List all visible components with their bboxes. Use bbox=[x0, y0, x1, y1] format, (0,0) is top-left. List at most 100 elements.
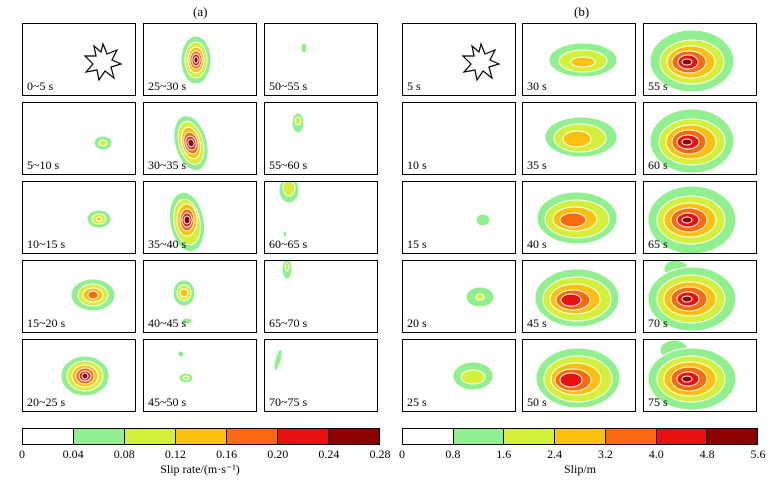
panel-b-8: 45 s bbox=[522, 260, 636, 333]
panel-b-11: 60 s bbox=[643, 102, 757, 175]
slip-contour bbox=[534, 268, 620, 328]
panel-b-0: 5 s bbox=[402, 23, 516, 96]
colorbar-b bbox=[402, 428, 758, 445]
colorbar-segment bbox=[329, 429, 379, 444]
panel-time-label: 35 s bbox=[527, 158, 547, 172]
panel-a-0: 0~5 s bbox=[22, 23, 136, 96]
panel-b-5: 30 s bbox=[522, 23, 636, 96]
slip-contour bbox=[544, 116, 618, 158]
slip-contour bbox=[649, 108, 735, 174]
panel-b-3: 20 s bbox=[402, 260, 516, 333]
slip-contour bbox=[291, 112, 305, 134]
panel-a-14: 70~75 s bbox=[264, 339, 378, 412]
colorbar-b-title: Slip/m bbox=[563, 462, 597, 476]
panel-time-label: 75 s bbox=[648, 395, 668, 409]
panel-time-label: 5~10 s bbox=[27, 158, 60, 172]
colorbar-tick-label: 1.6 bbox=[496, 447, 512, 461]
panel-time-label: 50 s bbox=[527, 395, 547, 409]
panel-time-label: 45 s bbox=[527, 316, 547, 330]
panel-a-10: 50~55 s bbox=[264, 23, 378, 96]
colorbar-tick-label: 5.6 bbox=[750, 447, 766, 461]
epicenter-star-icon bbox=[461, 42, 501, 82]
colorbar-tick-label: 3.2 bbox=[597, 447, 613, 461]
panel-a-9: 45~50 s bbox=[143, 339, 257, 412]
panel-a-13: 65~70 s bbox=[264, 260, 378, 333]
panel-time-label: 20~25 s bbox=[27, 395, 66, 409]
slip-contour bbox=[93, 135, 113, 151]
panel-a-8: 40~45 s bbox=[143, 260, 257, 333]
colorbar-segment bbox=[125, 429, 176, 444]
panel-time-label: 20 s bbox=[407, 316, 427, 330]
slip-contour bbox=[647, 340, 737, 411]
slip-contour bbox=[278, 182, 300, 238]
panel-time-label: 5 s bbox=[407, 79, 421, 93]
colorbar-segment bbox=[176, 429, 227, 444]
colorbar-tick-label: 0.12 bbox=[164, 447, 186, 461]
panel-time-label: 55 s bbox=[648, 79, 668, 93]
slip-contour bbox=[300, 42, 308, 54]
panel-time-label: 10 s bbox=[407, 158, 427, 172]
panel-time-label: 15~20 s bbox=[27, 316, 66, 330]
panel-time-label: 45~50 s bbox=[148, 395, 187, 409]
slip-contour bbox=[173, 115, 209, 171]
panel-a-1: 5~10 s bbox=[22, 102, 136, 175]
panel-a-6: 30~35 s bbox=[143, 102, 257, 175]
panel-b-7: 40 s bbox=[522, 181, 636, 254]
colorbar-tick-label: 0.16 bbox=[216, 447, 238, 461]
panel-time-label: 70~75 s bbox=[269, 395, 308, 409]
slip-contour bbox=[86, 209, 112, 229]
colorbar-tick-label: 0 bbox=[399, 447, 405, 461]
panel-time-label: 40~45 s bbox=[148, 316, 187, 330]
panel-b-12: 65 s bbox=[643, 181, 757, 254]
figure-b-label: (b) bbox=[574, 4, 590, 19]
panel-b-2: 15 s bbox=[402, 181, 516, 254]
slip-contour bbox=[647, 261, 737, 332]
colorbar-segment bbox=[555, 429, 606, 444]
panel-b-1: 10 s bbox=[402, 102, 516, 175]
colorbar-segment bbox=[656, 429, 708, 444]
panel-time-label: 65~70 s bbox=[269, 316, 308, 330]
colorbar-tick-label: 0.08 bbox=[113, 447, 135, 461]
panel-time-label: 0~5 s bbox=[27, 79, 54, 93]
colorbar-tick-label: 0 bbox=[19, 447, 25, 461]
colorbar-segment bbox=[453, 429, 505, 444]
colorbar-segment bbox=[278, 429, 329, 444]
slip-contour bbox=[177, 350, 194, 384]
panel-b-9: 50 s bbox=[522, 339, 636, 412]
panel-time-label: 55~60 s bbox=[269, 158, 308, 172]
colorbar-tick-label: 4.0 bbox=[648, 447, 664, 461]
colorbar-a-title: Slip rate/(m·s⁻¹) bbox=[160, 462, 240, 476]
colorbar-segment bbox=[605, 429, 657, 444]
panel-time-label: 15 s bbox=[407, 237, 427, 251]
slip-contour bbox=[60, 355, 110, 397]
panel-time-label: 65 s bbox=[648, 237, 668, 251]
panel-a-4: 20~25 s bbox=[22, 339, 136, 412]
colorbar-tick-label: 0.24 bbox=[318, 447, 340, 461]
slip-contour bbox=[475, 213, 491, 227]
figure-a-label: (a) bbox=[193, 4, 208, 19]
slip-contour bbox=[548, 42, 618, 78]
panel-time-label: 30~35 s bbox=[148, 158, 187, 172]
slip-contour bbox=[452, 361, 494, 391]
colorbar-segment bbox=[227, 429, 278, 444]
panel-time-label: 70 s bbox=[648, 316, 668, 330]
panel-a-12: 60~65 s bbox=[264, 181, 378, 254]
colorbar-segment bbox=[74, 429, 125, 444]
panel-time-label: 25~30 s bbox=[148, 79, 187, 93]
colorbar-tick-label: 0.20 bbox=[267, 447, 289, 461]
panel-b-14: 75 s bbox=[643, 339, 757, 412]
panel-time-label: 30 s bbox=[527, 79, 547, 93]
slip-contour bbox=[649, 29, 735, 93]
colorbar-segment bbox=[23, 429, 74, 444]
colorbar-tick-label: 0.04 bbox=[62, 447, 84, 461]
slip-contour bbox=[536, 191, 618, 245]
colorbar-tick-label: 2.4 bbox=[547, 447, 563, 461]
colorbar-segment bbox=[504, 429, 556, 444]
panel-a-2: 10~15 s bbox=[22, 181, 136, 254]
colorbar-tick-label: 0.28 bbox=[369, 447, 391, 461]
colorbar-segment bbox=[707, 429, 758, 444]
colorbar-segment bbox=[403, 429, 454, 444]
slip-contour bbox=[172, 279, 196, 325]
panel-a-3: 15~20 s bbox=[22, 260, 136, 333]
panel-time-label: 25 s bbox=[407, 395, 427, 409]
